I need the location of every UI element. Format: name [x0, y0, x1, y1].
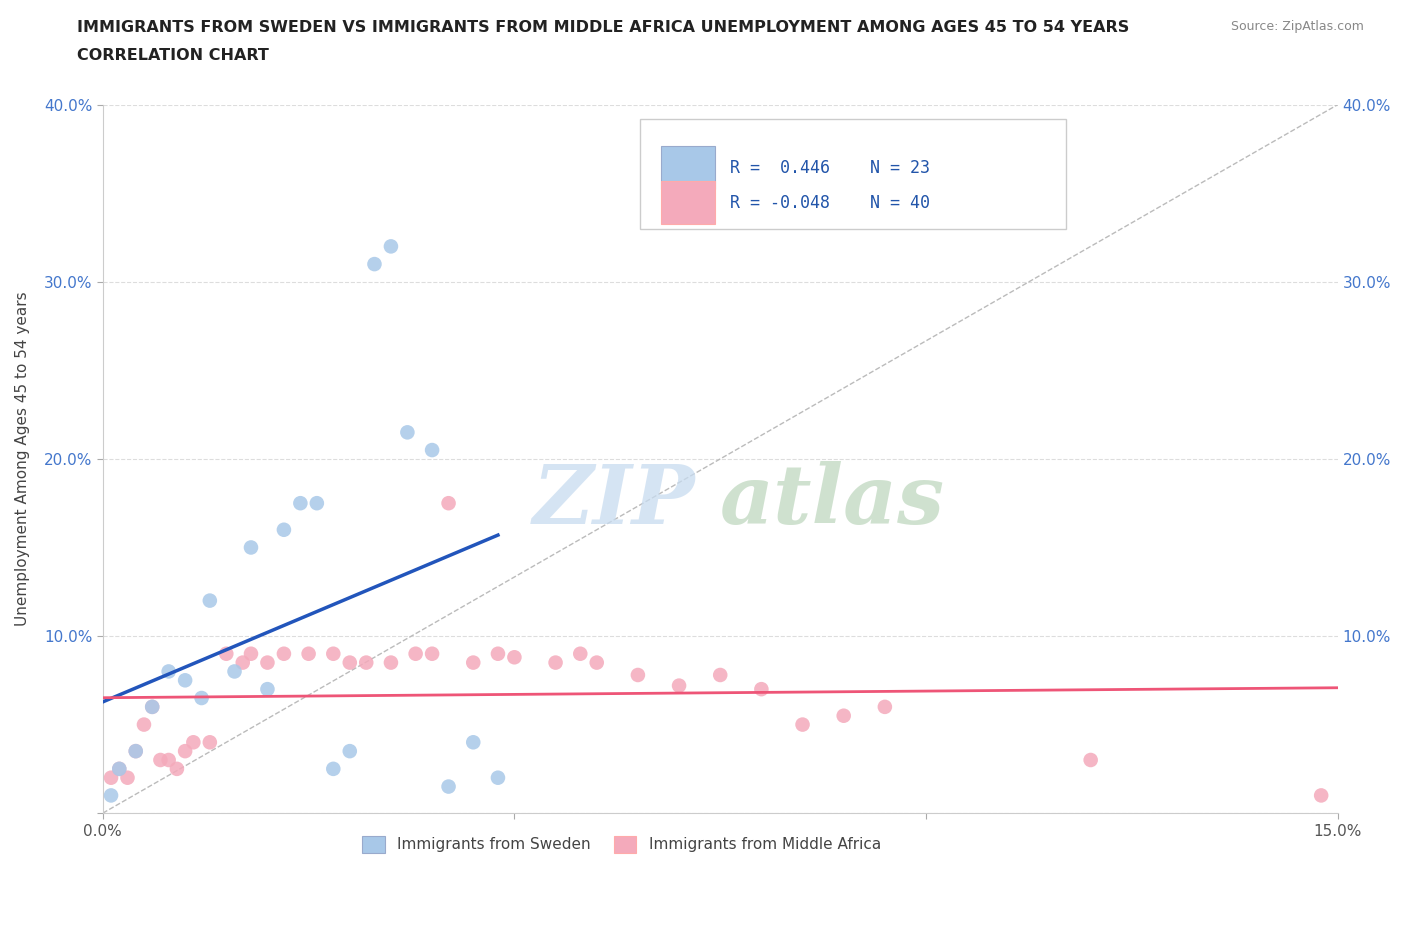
Point	[437, 496, 460, 511]
Point	[132, 717, 155, 732]
Point	[198, 593, 221, 608]
FancyBboxPatch shape	[640, 119, 1066, 229]
Point	[544, 655, 567, 670]
Point	[463, 735, 485, 750]
Point	[141, 699, 163, 714]
Point	[232, 655, 254, 670]
Point	[183, 735, 205, 750]
Point	[486, 646, 509, 661]
Y-axis label: Unemployment Among Ages 45 to 54 years: Unemployment Among Ages 45 to 54 years	[15, 292, 30, 626]
Point	[240, 646, 263, 661]
Point	[832, 709, 855, 724]
Point	[1080, 752, 1102, 767]
Point	[174, 673, 197, 688]
Point	[668, 678, 690, 693]
Point	[322, 762, 344, 777]
Point	[380, 239, 402, 254]
Text: R =  0.446    N = 23: R = 0.446 N = 23	[730, 159, 931, 177]
Point	[420, 646, 443, 661]
Point	[405, 646, 427, 661]
Point	[117, 770, 139, 785]
Point	[437, 779, 460, 794]
Point	[297, 646, 319, 661]
Text: CORRELATION CHART: CORRELATION CHART	[77, 48, 269, 63]
Point	[125, 744, 148, 759]
Text: Source: ZipAtlas.com: Source: ZipAtlas.com	[1230, 20, 1364, 33]
Point	[157, 752, 180, 767]
Point	[569, 646, 592, 661]
Point	[751, 682, 773, 697]
Point	[305, 496, 328, 511]
Point	[273, 646, 295, 661]
Text: R = -0.048    N = 40: R = -0.048 N = 40	[730, 193, 931, 211]
Point	[100, 770, 122, 785]
Point	[190, 691, 212, 706]
Point	[174, 744, 197, 759]
Point	[354, 655, 377, 670]
Text: atlas: atlas	[720, 461, 945, 541]
Point	[396, 425, 419, 440]
Point	[709, 668, 731, 683]
Point	[256, 682, 278, 697]
Point	[627, 668, 650, 683]
Point	[273, 523, 295, 538]
Point	[363, 257, 385, 272]
FancyBboxPatch shape	[661, 181, 716, 224]
Point	[486, 770, 509, 785]
Point	[157, 664, 180, 679]
Point	[1310, 788, 1333, 803]
Point	[322, 646, 344, 661]
Point	[585, 655, 607, 670]
Text: IMMIGRANTS FROM SWEDEN VS IMMIGRANTS FROM MIDDLE AFRICA UNEMPLOYMENT AMONG AGES : IMMIGRANTS FROM SWEDEN VS IMMIGRANTS FRO…	[77, 20, 1129, 35]
Point	[108, 762, 131, 777]
Point	[256, 655, 278, 670]
Point	[198, 735, 221, 750]
Point	[503, 650, 526, 665]
Point	[149, 752, 172, 767]
Text: ZIP: ZIP	[533, 461, 696, 541]
Point	[108, 762, 131, 777]
Point	[339, 655, 361, 670]
Point	[100, 788, 122, 803]
FancyBboxPatch shape	[661, 146, 716, 189]
Point	[463, 655, 485, 670]
Point	[420, 443, 443, 458]
Legend: Immigrants from Sweden, Immigrants from Middle Africa: Immigrants from Sweden, Immigrants from …	[356, 830, 887, 858]
Point	[141, 699, 163, 714]
Point	[166, 762, 188, 777]
Point	[240, 540, 263, 555]
Point	[215, 646, 238, 661]
Point	[125, 744, 148, 759]
Point	[792, 717, 814, 732]
Point	[290, 496, 312, 511]
Point	[380, 655, 402, 670]
Point	[224, 664, 246, 679]
Point	[873, 699, 896, 714]
Point	[339, 744, 361, 759]
